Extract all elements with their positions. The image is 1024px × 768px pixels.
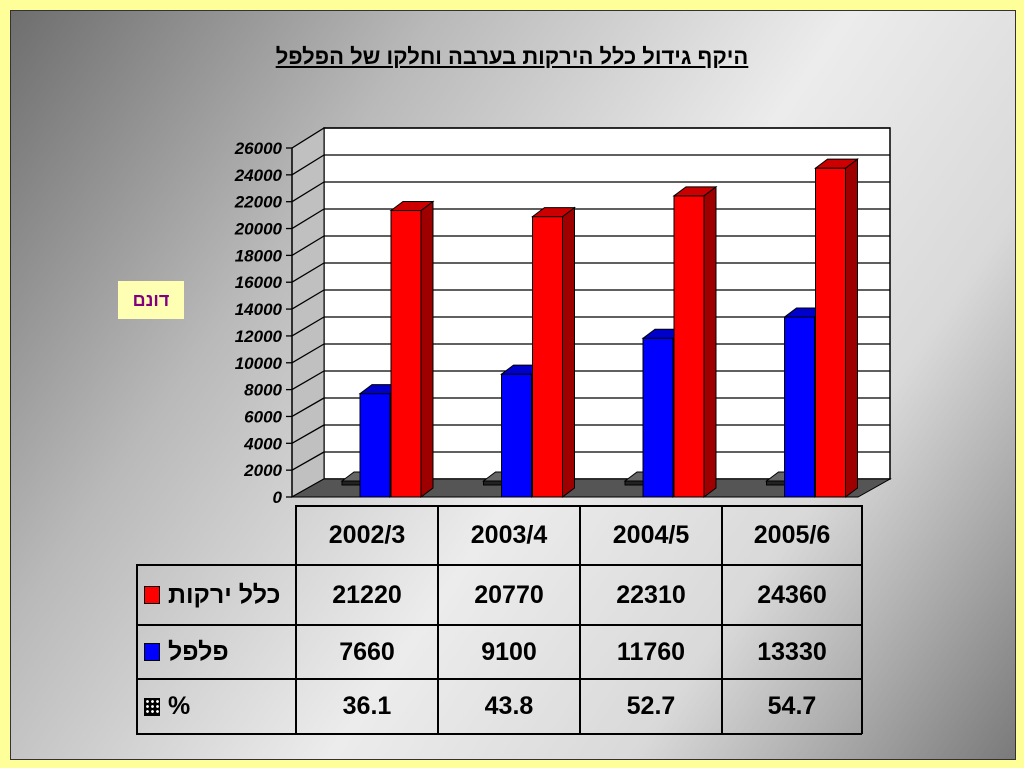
legend-label-text: כלל ירקות bbox=[168, 580, 281, 609]
table-border bbox=[136, 564, 862, 566]
legend-swatch bbox=[144, 586, 160, 604]
gridline-side bbox=[291, 289, 325, 310]
table-cell: 24360 bbox=[757, 580, 827, 609]
table-cell: 21220 bbox=[332, 580, 402, 609]
plot-side-wall bbox=[291, 127, 325, 498]
data-table: 2002/3 2003/4 2004/5 2005/6 כלל ירקות 21220 20… bbox=[136, 505, 863, 735]
bar bbox=[642, 337, 674, 498]
category-label: 2002/3 bbox=[328, 520, 406, 549]
legend-row-label: פלפל bbox=[136, 625, 296, 679]
bar bbox=[673, 195, 705, 498]
legend-label-text: % bbox=[168, 692, 191, 720]
gridline-side bbox=[291, 262, 325, 283]
table-cell: 36.1 bbox=[342, 692, 392, 720]
bar bbox=[784, 316, 815, 498]
y-axis-unit-label: דונם bbox=[118, 281, 184, 319]
legend-swatch bbox=[144, 643, 160, 661]
bar-top bbox=[389, 201, 435, 212]
table-border bbox=[861, 505, 863, 734]
gridline-side bbox=[291, 154, 325, 176]
gridline-side bbox=[291, 451, 325, 471]
gridline-side bbox=[291, 370, 325, 391]
table-cell: 11760 bbox=[616, 637, 686, 666]
legend-label-text: פלפל bbox=[168, 637, 229, 666]
y-tick-label: 0 bbox=[273, 488, 283, 507]
table-cell: 7660 bbox=[339, 637, 395, 666]
y-tick-label: 16000 bbox=[235, 273, 283, 292]
category-label: 2003/4 bbox=[470, 520, 548, 549]
table-border bbox=[437, 505, 439, 734]
table-cell: 9100 bbox=[481, 637, 537, 666]
bar-top bbox=[814, 158, 859, 169]
chart-title: היקף גידול כלל הירקות בערבה וחלקו של הפל… bbox=[275, 44, 749, 69]
gridline-side bbox=[291, 424, 325, 444]
gridline-side bbox=[291, 397, 325, 418]
y-tick-label: 22000 bbox=[234, 193, 283, 212]
bar-top bbox=[672, 186, 718, 197]
y-tick-label: 4000 bbox=[243, 434, 282, 453]
y-tick-label: 6000 bbox=[244, 407, 282, 426]
y-tick-label: 12000 bbox=[235, 327, 283, 346]
table-cell: 52.7 bbox=[626, 692, 676, 720]
table-border bbox=[136, 565, 138, 734]
bar bbox=[815, 167, 846, 498]
y-tick-label: 2000 bbox=[243, 461, 282, 480]
table-border bbox=[579, 505, 581, 734]
gridline-side bbox=[291, 181, 325, 203]
category-label: 2005/6 bbox=[753, 520, 831, 549]
bar bbox=[359, 393, 391, 498]
y-tick-label: 24000 bbox=[234, 166, 283, 185]
gridline-side bbox=[291, 235, 325, 256]
table-border bbox=[136, 624, 862, 626]
bar bbox=[390, 210, 422, 498]
y-tick-label: 10000 bbox=[235, 354, 283, 373]
table-border bbox=[721, 505, 723, 734]
table-border bbox=[136, 733, 862, 735]
bar-side bbox=[845, 158, 858, 498]
gridline-side bbox=[291, 208, 325, 230]
bar bbox=[532, 216, 563, 498]
y-tick-label: 8000 bbox=[244, 381, 282, 400]
y-tick-label: 26000 bbox=[234, 139, 283, 158]
y-tick-label: 18000 bbox=[235, 246, 283, 265]
category-label: 2004/5 bbox=[612, 520, 690, 549]
table-border bbox=[295, 505, 297, 734]
table-cell: 13330 bbox=[757, 637, 827, 666]
bar-side bbox=[420, 200, 434, 498]
gridline-side bbox=[291, 127, 325, 149]
gridline-side bbox=[291, 343, 325, 364]
bar bbox=[501, 373, 532, 498]
y-tick-label: 20000 bbox=[234, 220, 283, 239]
gridline-side bbox=[291, 316, 325, 337]
table-border bbox=[136, 678, 862, 680]
table-cell: 20770 bbox=[474, 580, 544, 609]
legend-row-label: כלל ירקות bbox=[136, 565, 296, 625]
bar-side bbox=[562, 206, 575, 498]
legend-row-label: % bbox=[136, 679, 296, 734]
legend-swatch bbox=[144, 697, 160, 716]
table-cell: 22310 bbox=[616, 580, 686, 609]
y-tick-label: 14000 bbox=[235, 300, 283, 319]
table-cell: 54.7 bbox=[767, 692, 817, 720]
bar-side bbox=[703, 185, 717, 498]
table-cell: 43.8 bbox=[484, 692, 534, 720]
bar-top bbox=[531, 207, 576, 218]
